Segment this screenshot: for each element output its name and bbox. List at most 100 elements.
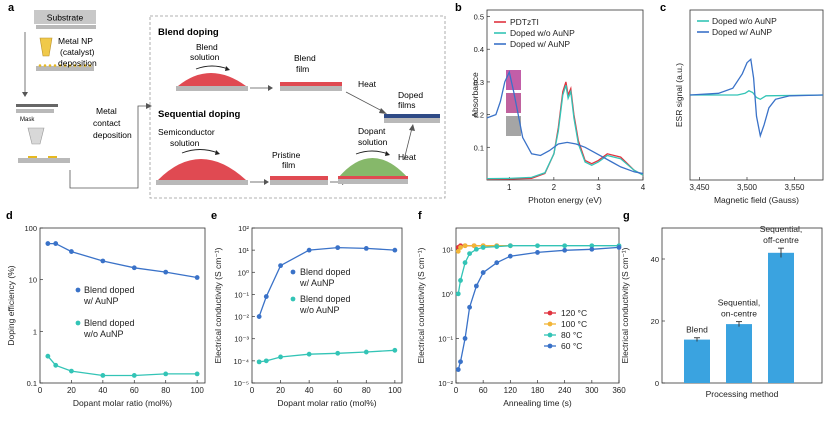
panel-e-series-1-point [363, 349, 369, 355]
panel-d-series-0-point [53, 241, 59, 246]
arrow-blend-to-film-head [268, 85, 273, 91]
panel-c-series-1 [689, 58, 824, 139]
contact-step-line-2: contact [93, 118, 121, 128]
pristine-film-line-1: Pristine [272, 150, 301, 160]
panel-b-ytick-label: 0.2 [474, 111, 484, 120]
panel-c-legend-label: Doped w/ AuNP [712, 27, 772, 37]
spin-arrow-icon-head [225, 66, 230, 71]
panel-g-ytick-label: 20 [651, 317, 659, 326]
arrow-dopant-to-doped [403, 127, 413, 161]
panel-g-bar [684, 339, 710, 383]
panel-e-legend-label: Blend doped [300, 294, 351, 304]
substrate-label: Substrate [47, 13, 84, 23]
panel-b-letter: b [455, 2, 462, 14]
panel-d-series-0-point [69, 249, 74, 254]
panel-d-xtick-label: 0 [38, 386, 43, 395]
arrow-semi-to-pristine-head [264, 179, 269, 185]
panel-d-ytick-label: 10 [29, 276, 37, 285]
panel-c-series-0 [690, 90, 824, 101]
contact-step-line-1: Metal [96, 106, 117, 116]
panel-d-letter: d [6, 210, 13, 222]
panel-f-series-1-point [471, 243, 477, 249]
panel-d-series-1-point [45, 353, 51, 359]
panel-d-ylabel: Doping efficiency (%) [6, 265, 16, 345]
panel-f-series-2-point [494, 244, 500, 249]
panel-g-ytick-label: 40 [651, 255, 659, 264]
panel-f-series-1-point [455, 248, 461, 254]
panel-d-series-0-point [45, 241, 51, 246]
panel-e-legend-label: w/o AuNP [299, 305, 340, 315]
panel-f-series-2-point [562, 243, 568, 249]
panel-f-ytick-label: 10⁻¹ [438, 334, 453, 343]
blend-film-line-1: Blend [294, 53, 316, 63]
mask-bar [16, 104, 58, 107]
panel-f-series-2-point [473, 246, 479, 252]
panel-b-ylabel: Absorbance [470, 72, 480, 118]
panel-e-ytick-label: 10⁻³ [234, 335, 249, 344]
panel-e-xlabel: Dopant molar ratio (mol%) [277, 398, 376, 408]
arrow-dopant-to-doped-head [409, 124, 415, 131]
panel-b-ytick-label: 0.4 [474, 45, 484, 54]
heat-label-top: Heat [358, 79, 377, 89]
panel-d-xlabel: Dopant molar ratio (mol%) [73, 398, 172, 408]
contact-step-line-3: deposition [93, 130, 132, 140]
panel-e: e 0 20 40 60 80 100 Dopant molar ratio (mol%) 1… [211, 210, 403, 408]
panel-e-ylabel: Electrical conductivity (S cm⁻¹) [213, 247, 223, 363]
panel-f-xtick-label: 360 [612, 386, 626, 395]
panel-g-ytick-label: 0 [655, 379, 659, 388]
panel-e-xtick-label: 80 [362, 386, 371, 395]
panel-e-letter: e [211, 210, 217, 222]
panel-d-xtick-label: 20 [67, 386, 76, 395]
panel-f-ylabel: Electrical conductivity (S cm⁻¹) [416, 247, 426, 363]
doped-film-layer [384, 114, 440, 118]
panel-f-ytick-label: 10¹ [442, 245, 453, 254]
panel-f-series-2-point [462, 260, 468, 266]
panel-g: g 0 20 40 Electrical conductivity (S cm⁻¹) P… [620, 210, 823, 399]
panel-e-series-0-point [278, 263, 283, 269]
spin-arrow-icon-2 [181, 149, 219, 154]
panel-e-ytick-label: 10⁻¹ [234, 290, 249, 299]
panel-e-ytick-label: 10² [238, 224, 249, 233]
panel-d-series-0-point [163, 269, 169, 275]
film-photo-doped-no-au [506, 93, 521, 113]
semiconductor-solution-droplet [158, 159, 246, 180]
panel-e-series-1-point [335, 350, 341, 356]
blend-solution-droplet [178, 73, 246, 86]
panel-c-xtick-label: 3,500 [737, 183, 758, 192]
mask-label: Mask [20, 117, 35, 123]
panel-c-ylabel: ESR signal (a.u.) [674, 63, 684, 127]
panel-f-series-1-point [462, 243, 468, 249]
panel-c: c 3,450 3,500 3,550 Magnetic field (Gauss) E… [660, 2, 824, 205]
panel-e-series-0-point [335, 245, 341, 251]
panel-e-ytick-label: 10⁻⁴ [233, 357, 249, 366]
panel-f-xtick-label: 0 [454, 386, 459, 395]
panel-d-series-1-point [194, 371, 200, 377]
substrate-slab-1 [36, 25, 96, 29]
panel-f-legend-label: 120 °C [561, 308, 587, 318]
panel-d-xtick-label: 80 [161, 386, 170, 395]
panel-b-legend-label: PDTzTI [510, 17, 539, 27]
dopant-solution-line-1: Dopant [358, 126, 386, 136]
blend-substrate [176, 86, 248, 91]
np-step-line-1: Metal NP [58, 36, 93, 46]
semiconductor-substrate [156, 180, 248, 185]
panel-f-series-2-point [507, 243, 513, 249]
substrate-slab-3 [16, 109, 54, 113]
panel-e-series-1-point [306, 351, 312, 357]
panel-f-series-2-point [535, 243, 540, 249]
contact-pad-right [48, 156, 57, 158]
panel-c-letter: c [660, 2, 666, 14]
substrate-slab-2 [36, 66, 94, 71]
panel-f-series-3-point [507, 253, 513, 259]
panel-b-film-photos [506, 70, 521, 136]
panel-f-series-3-point [494, 260, 500, 266]
panel-e-legend-label: Blend doped [300, 267, 351, 277]
panel-f-legend-label: 60 °C [561, 341, 582, 351]
panel-e-ytick-label: 10⁻² [234, 313, 249, 322]
substrate-slab-4 [18, 158, 70, 163]
panel-g-ylabel: Electrical conductivity (S cm⁻¹) [620, 247, 630, 363]
panel-f-series-3-point [473, 283, 479, 289]
blend-solution-line-2: solution [190, 52, 220, 62]
dopant-film-layer [338, 176, 408, 179]
flow-line-to-right-head [146, 103, 152, 109]
